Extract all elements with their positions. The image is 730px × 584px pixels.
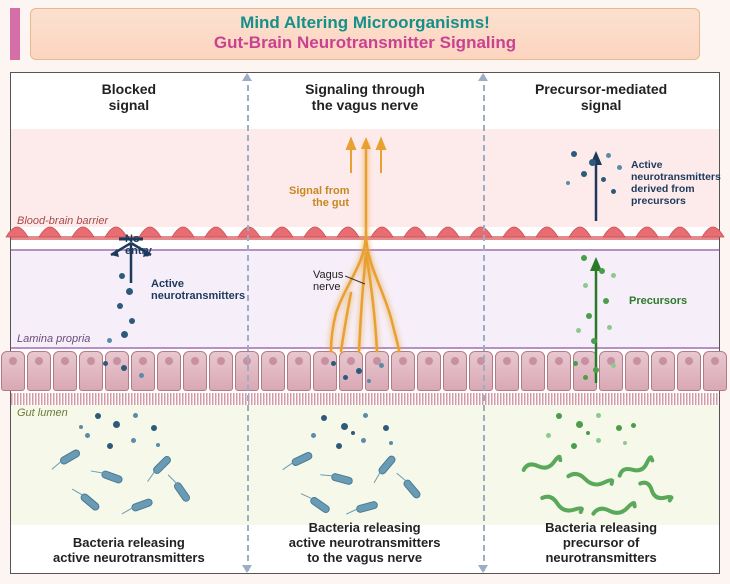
col3-caption: Bacteria releasing precursor of neurotra…: [483, 520, 719, 565]
title-line-1: Mind Altering Microorganisms!: [31, 13, 699, 33]
col2-caption: Bacteria releasing active neurotransmitt…: [247, 520, 483, 565]
col1-caption: Bacteria releasing active neurotransmitt…: [11, 535, 247, 565]
col3-header: Precursor-mediated signal: [483, 73, 719, 129]
title-accent-bar: [10, 8, 20, 60]
title-banner: Mind Altering Microorganisms! Gut-Brain …: [30, 8, 700, 60]
diagram-panel: Blood-brain barrier Lamina propria Gut l…: [10, 72, 720, 574]
col2-header: Signaling through the vagus nerve: [247, 73, 483, 129]
title-line-2: Gut-Brain Neurotransmitter Signaling: [31, 33, 699, 53]
col1-header: Blocked signal: [11, 73, 247, 129]
